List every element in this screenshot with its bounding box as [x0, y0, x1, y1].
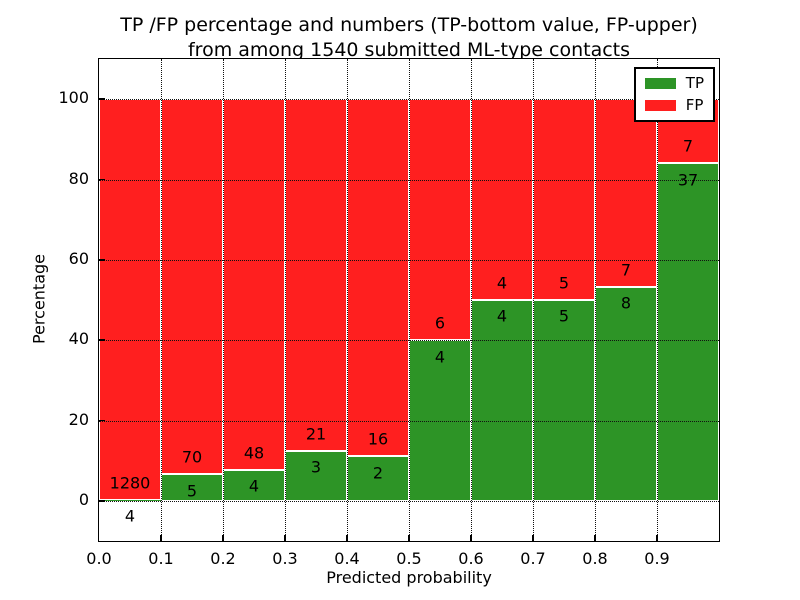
fp-count-label: 7 — [682, 136, 694, 156]
x-gridline — [409, 59, 410, 541]
x-tick-label: 0.2 — [210, 549, 236, 568]
x-tick-label: 0.1 — [148, 549, 174, 568]
bar-tp-segment — [347, 456, 409, 501]
bar-tp-segment — [595, 286, 657, 501]
x-tick-mark — [346, 535, 348, 541]
x-tick-label: 0.7 — [520, 549, 546, 568]
fp-count-label: 16 — [367, 429, 389, 449]
y-tick-label: 0 — [78, 489, 89, 509]
bar-tp-segment — [99, 499, 161, 501]
y-tick-label: 80 — [68, 168, 89, 188]
y-gridline — [99, 340, 719, 342]
plot-area: TP FP 1280 4 70 5 48 4 21 3 16 2 6 4 4 4 5 5 7 8 7 37 0.0 0.1… — [58, 58, 720, 568]
x-gridline — [471, 59, 472, 541]
bar-fp-segment — [533, 99, 595, 300]
y-axis-label: Percentage — [29, 254, 49, 345]
bar-fp-segment — [161, 99, 223, 475]
y-tick-mark — [99, 419, 105, 422]
legend-entry-fp: FP — [644, 96, 704, 114]
tp-count-label: 4 — [496, 306, 508, 326]
chart-title-line2: from among 1540 submitted ML-type contac… — [187, 38, 631, 61]
fp-count-label: 70 — [181, 447, 203, 467]
fp-count-label: 7 — [620, 260, 632, 280]
bar-fp-segment — [409, 99, 471, 341]
x-gridline — [595, 59, 596, 541]
x-axis-label: Predicted probability — [326, 568, 492, 587]
x-tick-mark — [160, 535, 162, 541]
x-tick-mark — [594, 535, 596, 541]
fp-count-label: 6 — [434, 313, 446, 333]
bar-fp-segment — [347, 99, 409, 457]
x-tick-label: 0.0 — [86, 549, 112, 568]
y-tick-label: 40 — [68, 329, 89, 349]
x-tick-mark — [532, 535, 534, 541]
y-tick-mark — [99, 500, 105, 502]
fp-count-label: 21 — [305, 424, 327, 444]
x-tick-label: 0.6 — [458, 549, 484, 568]
legend-entry-tp: TP — [644, 74, 704, 92]
x-tick-mark — [284, 535, 286, 541]
legend: TP FP — [633, 67, 715, 122]
x-gridline — [161, 59, 162, 541]
y-tick-mark — [99, 339, 105, 341]
tp-count-label: 4 — [434, 347, 446, 367]
fp-count-label: 4 — [496, 273, 508, 293]
y-tick-label: 60 — [68, 248, 89, 268]
bar-tp-segment — [161, 474, 223, 501]
y-tick-label: 20 — [68, 409, 89, 429]
bar-tp-segment — [657, 163, 719, 501]
x-tick-label: 0.3 — [272, 549, 298, 568]
fp-color-swatch — [644, 100, 676, 111]
x-tick-label: 0.9 — [644, 549, 670, 568]
y-gridline — [99, 500, 719, 502]
tp-color-swatch — [644, 78, 676, 89]
x-tick-mark — [470, 535, 472, 541]
y-gridline — [99, 420, 719, 422]
legend-label-tp: TP — [685, 74, 704, 92]
bar-fp-segment — [223, 99, 285, 470]
y-gridline — [99, 179, 719, 181]
fp-count-label: 1280 — [109, 473, 151, 493]
y-tick-mark — [99, 178, 105, 181]
tp-count-label: 37 — [677, 170, 699, 190]
x-tick-label: 0.8 — [582, 549, 608, 568]
bar-fp-segment — [99, 99, 161, 500]
bar-fp-segment — [595, 99, 657, 287]
bar-tp-segment — [285, 450, 347, 501]
bar-tp-segment — [471, 300, 533, 501]
bar-tp-segment — [223, 469, 285, 501]
x-gridline — [223, 59, 224, 541]
y-tick-mark — [99, 259, 105, 261]
tp-count-label: 4 — [124, 506, 136, 526]
y-tick-label: 100 — [58, 88, 89, 108]
x-tick-mark — [656, 535, 658, 541]
x-tick-label: 0.4 — [334, 549, 360, 568]
fp-count-label: 48 — [243, 443, 265, 463]
chart-title: TP /FP percentage and numbers (TP-bottom… — [99, 13, 719, 62]
x-gridline — [285, 59, 286, 541]
bar-fp-segment — [471, 99, 533, 300]
y-gridline — [99, 259, 719, 261]
bar-tp-segment — [533, 300, 595, 501]
chart-title-line1: TP /FP percentage and numbers (TP-bottom… — [120, 14, 698, 36]
x-gridline — [347, 59, 348, 541]
y-tick-mark — [99, 98, 105, 100]
tp-count-label: 5 — [186, 481, 198, 501]
x-tick-label: 0.5 — [396, 549, 422, 568]
fp-count-label: 5 — [558, 273, 570, 293]
tp-count-label: 3 — [310, 457, 322, 477]
y-gridline — [99, 99, 719, 101]
tp-count-label: 8 — [620, 293, 632, 313]
legend-label-fp: FP — [685, 96, 704, 114]
x-gridline — [657, 59, 658, 541]
bar-fp-segment — [285, 99, 347, 451]
x-tick-mark — [408, 535, 410, 541]
tp-count-label: 5 — [558, 306, 570, 326]
bar-tp-segment — [409, 340, 471, 501]
x-gridline — [533, 59, 534, 541]
tp-count-label: 2 — [372, 463, 384, 483]
x-tick-mark — [222, 535, 224, 541]
tp-count-label: 4 — [248, 476, 260, 496]
